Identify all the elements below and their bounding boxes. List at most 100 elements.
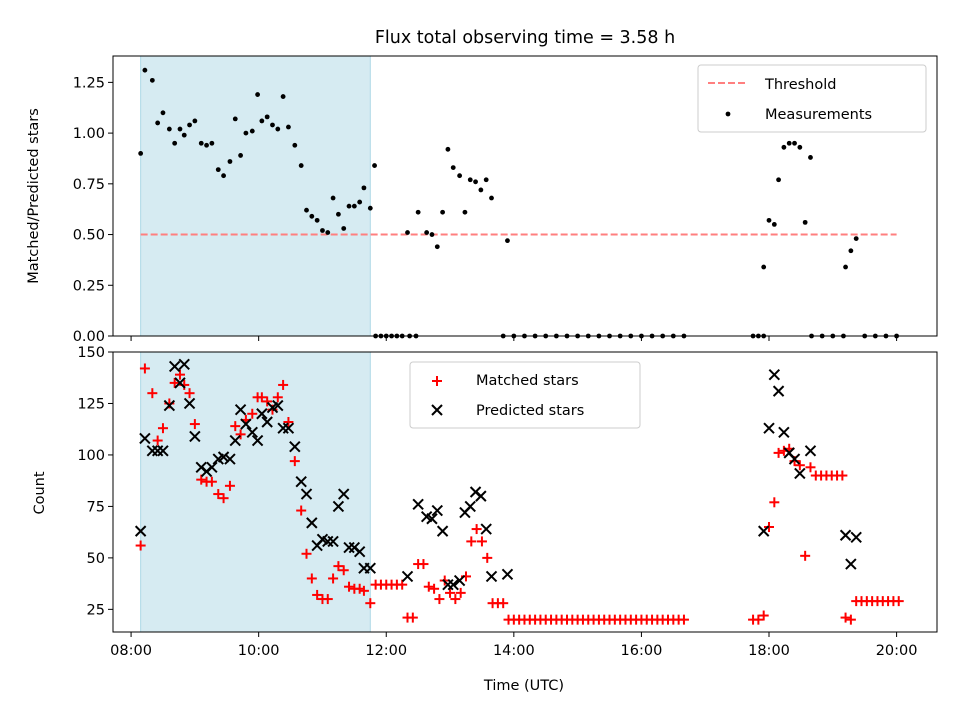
matched-star-point <box>169 377 180 388</box>
predicted-star-point <box>426 513 438 525</box>
measurement-point <box>249 128 255 134</box>
predicted-star-point <box>364 562 377 574</box>
measurement-point <box>259 118 265 124</box>
bottom-plot <box>134 358 904 625</box>
predicted-star-stroke-b <box>240 418 252 430</box>
predicted-star-stroke-b <box>431 504 443 517</box>
legend-predicted-label: Predicted stars <box>476 403 584 419</box>
measurement-point <box>292 142 298 148</box>
bottom-x-tick-label: 12:00 <box>365 643 407 659</box>
predicted-star-stroke-b <box>485 570 498 583</box>
predicted-star-stroke-b <box>174 377 186 389</box>
measurement-point <box>280 94 286 99</box>
matched-star-point <box>476 536 487 547</box>
matched-star-point <box>247 408 258 419</box>
predicted-star-stroke-b <box>353 545 366 558</box>
matched-star-point <box>333 561 344 572</box>
top-panel: 0.00 0.25 0.50 0.75 1.00 1.25 Matched/Predict… <box>26 55 938 345</box>
matched-star-point <box>445 587 456 598</box>
predicted-star-stroke-b <box>839 529 852 541</box>
predicted-star-point <box>401 570 414 583</box>
predicted-star-stroke-b <box>251 434 264 447</box>
predicted-star-stroke-b <box>134 525 147 537</box>
measurement-point <box>341 226 347 231</box>
matched-star-point <box>344 581 355 592</box>
measurement-point <box>424 230 430 235</box>
measurement-point <box>853 236 859 242</box>
predicted-star-stroke-b <box>206 461 218 474</box>
measurement-point <box>142 67 148 73</box>
predicted-star-stroke-b <box>778 426 790 439</box>
predicted-star-stroke-b <box>178 358 190 371</box>
matched-star-point <box>157 423 168 434</box>
predicted-star-stroke-b <box>794 467 806 480</box>
measurement-point <box>325 230 331 235</box>
matched-star-point <box>365 598 376 609</box>
predicted-star-stroke-b <box>183 397 196 410</box>
top-axes-frame <box>112 55 938 337</box>
predicted-star-stroke-b <box>364 562 377 574</box>
bottom-axes-frame <box>112 351 938 633</box>
measurement-point <box>429 232 435 237</box>
matched-star-point <box>893 596 904 607</box>
matched-star-point <box>455 587 466 598</box>
predicted-star-point <box>246 426 258 439</box>
predicted-star-stroke-b <box>845 558 857 570</box>
matched-star-point <box>758 610 769 621</box>
measurement-point <box>187 122 192 128</box>
legend-predicted-swatch <box>431 404 443 416</box>
matched-star-point <box>218 493 229 504</box>
predicted-star-point <box>464 500 476 513</box>
measurement-point <box>445 146 451 152</box>
predicted-star-point <box>338 488 350 500</box>
matched-star-point <box>224 480 235 491</box>
x-axis-label: Time (UTC) <box>483 678 564 694</box>
measurement-point <box>286 124 291 130</box>
predicted-star-stroke-b <box>768 368 781 381</box>
measurement-point <box>351 203 357 209</box>
predicted-star-stroke-b <box>757 525 770 537</box>
matched-star-point <box>407 612 418 623</box>
matched-star-point <box>773 447 784 458</box>
measurement-point <box>462 209 468 215</box>
matched-star-point <box>678 614 689 625</box>
matched-star-point <box>840 612 851 623</box>
predicted-star-stroke-b <box>189 430 201 443</box>
predicted-star-stroke-b <box>163 399 176 412</box>
measurement-point <box>320 228 325 233</box>
predicted-star-point <box>757 525 770 537</box>
top-y-tick-label: 1.25 <box>73 75 105 91</box>
measurement-point <box>172 140 178 146</box>
measurement-point <box>330 195 336 201</box>
bottom-x-tick-label: 08:00 <box>110 643 152 659</box>
predicted-star-point <box>168 360 181 373</box>
predicted-star-point <box>772 385 785 397</box>
measurement-point <box>440 209 445 215</box>
predicted-star-point <box>447 578 459 591</box>
matched-star-point <box>152 435 163 446</box>
matched-star-point <box>837 470 848 481</box>
bottom-y-tick-label: 50 <box>87 551 105 567</box>
top-legend-box <box>697 64 927 133</box>
predicted-star-point <box>261 416 273 428</box>
predicted-star-stroke-b <box>300 488 313 500</box>
bottom-y-tick-label: 25 <box>87 602 105 618</box>
predicted-star-point <box>224 453 236 465</box>
predicted-star-point <box>295 475 307 488</box>
predicted-star-point <box>183 397 196 410</box>
matched-star-point <box>174 369 185 380</box>
predicted-star-stroke-b <box>464 500 476 513</box>
predicted-star-point <box>501 568 514 581</box>
matched-star-point <box>845 614 856 625</box>
measurement-point <box>450 165 456 170</box>
legend-threshold-label: Threshold <box>764 77 836 93</box>
measurement-point <box>797 144 803 150</box>
predicted-star-stroke-b <box>401 570 414 583</box>
matched-star-point <box>429 583 440 594</box>
predicted-star-point <box>485 570 498 583</box>
matched-star-point <box>434 594 445 605</box>
matched-star-point <box>423 581 434 592</box>
matched-star-point <box>498 598 509 609</box>
predicted-star-point <box>174 377 186 389</box>
matched-star-point <box>471 524 482 535</box>
